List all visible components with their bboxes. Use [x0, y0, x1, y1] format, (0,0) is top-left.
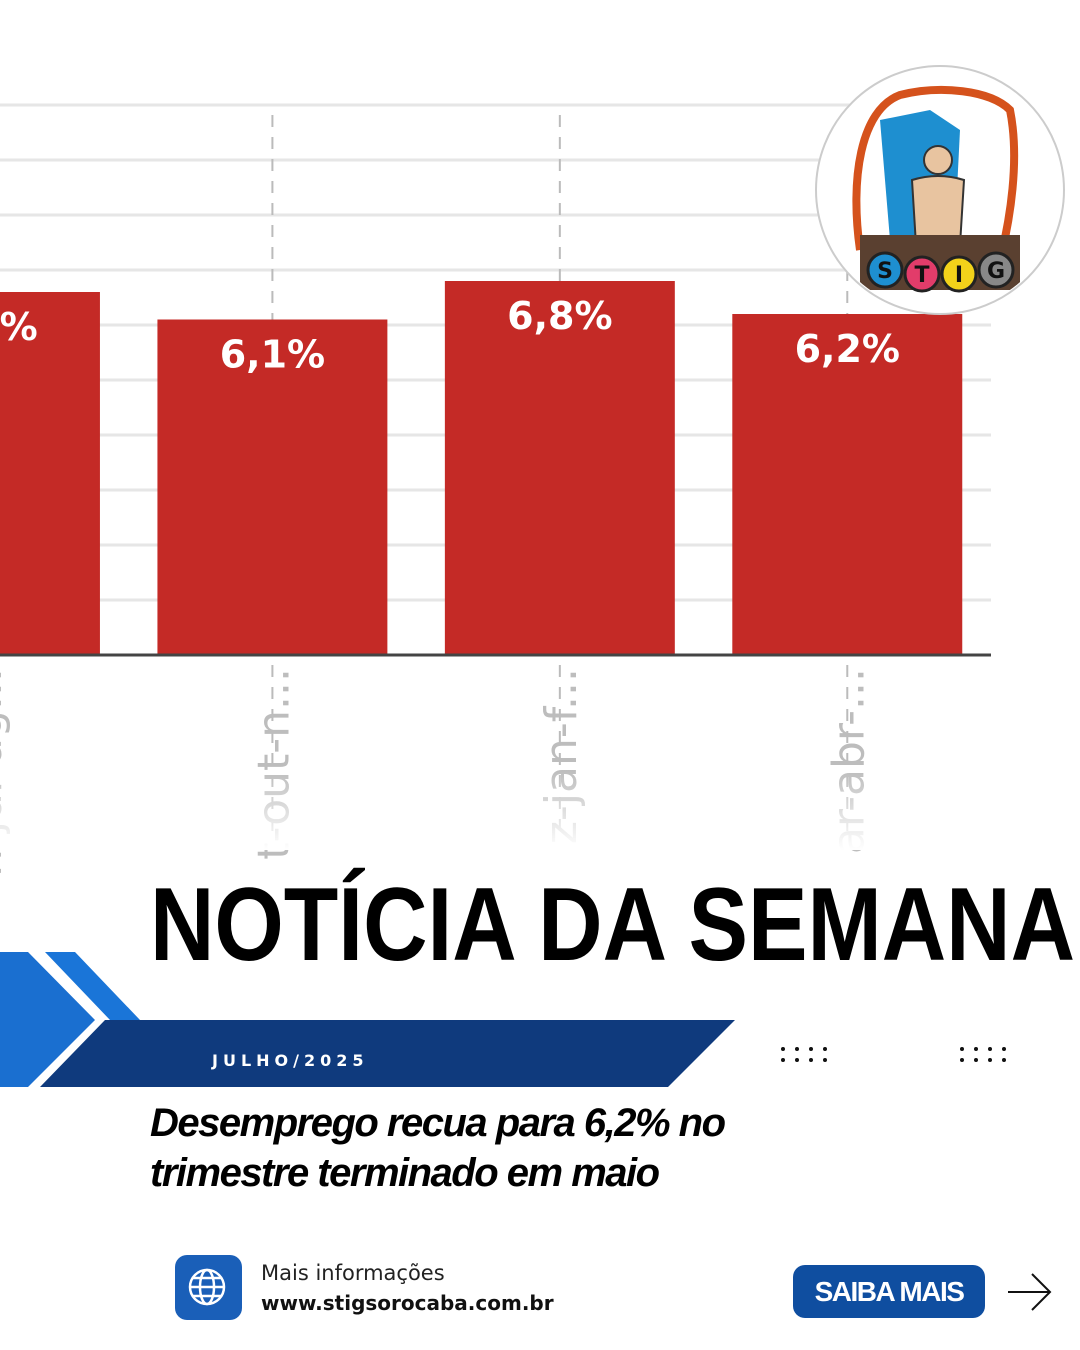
logo-flame: [852, 86, 1019, 261]
headline: Desemprego recua para 6,2% no: [150, 1101, 726, 1145]
headline: trimestre terminado em maio: [150, 1151, 660, 1195]
logo-body: [910, 175, 966, 246]
dot: [823, 1047, 827, 1051]
dot: [1002, 1058, 1006, 1062]
globe-icon: [188, 1268, 226, 1306]
bar: [444, 281, 675, 655]
value-label: 6,1%: [220, 333, 325, 377]
dot: [823, 1058, 827, 1062]
dot: [1002, 1047, 1006, 1051]
logo-letter: G: [987, 259, 1005, 284]
bar: [0, 292, 100, 655]
dot: [781, 1047, 785, 1051]
footer-label: Mais informações: [261, 1261, 445, 1285]
dot: [960, 1058, 964, 1062]
bar: [732, 314, 963, 655]
value-label: 6,6%: [0, 305, 38, 349]
chart: 6,6%n-jul-ag...6,1%t-out-n...6,8%z-jan-f…: [0, 103, 991, 877]
logo-head: [923, 145, 953, 175]
logo-letter-circle: [866, 251, 904, 289]
dot: [809, 1058, 813, 1062]
fade: [0, 770, 1000, 850]
button-label[interactable]: SAIBA MAIS: [815, 1276, 966, 1307]
logo-letter-circle: [977, 251, 1015, 289]
dot: [988, 1047, 992, 1051]
dot: [781, 1058, 785, 1062]
bar: [157, 319, 388, 655]
dots: [781, 1047, 1006, 1062]
dot: [988, 1058, 992, 1062]
button[interactable]: [793, 1265, 985, 1318]
arrow-icon[interactable]: [1008, 1273, 1052, 1311]
logo-letter: I: [955, 263, 963, 288]
logo-letter-circle: [903, 255, 941, 293]
dot: [960, 1047, 964, 1051]
heading: NOTÍCIA DA SEMANA: [150, 867, 1075, 983]
logo-letter-circle: [940, 255, 978, 293]
dot: [974, 1058, 978, 1062]
dot: [795, 1047, 799, 1051]
value-label: 6,2%: [795, 327, 900, 371]
date-band: [40, 1020, 735, 1087]
value-label: 6,8%: [507, 294, 612, 338]
dot: [809, 1047, 813, 1051]
dot: [974, 1047, 978, 1051]
dot: [795, 1058, 799, 1062]
footer-url[interactable]: www.stigsorocaba.com.br: [261, 1291, 554, 1315]
logo-letter: T: [914, 263, 929, 288]
logo-letter: S: [877, 259, 893, 284]
date: JULHO/2025: [211, 1051, 369, 1070]
chevron: [0, 952, 95, 1087]
